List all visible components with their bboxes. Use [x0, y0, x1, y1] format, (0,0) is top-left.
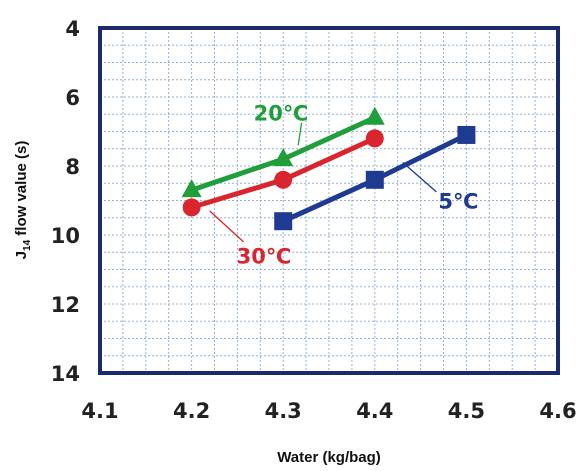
data-point-marker — [365, 170, 384, 189]
data-point-marker — [274, 170, 293, 189]
x-tick-label: 4.5 — [448, 399, 485, 423]
x-axis-ticks: 4.1 4.2 4.3 4.4 4.5 4.6 — [81, 399, 576, 423]
x-tick-label: 4.4 — [356, 399, 393, 423]
grid-lines — [100, 28, 558, 373]
series-label-leader-line — [297, 122, 303, 146]
x-axis-label: Water (kg/bag) — [277, 449, 381, 466]
x-tick-label: 4.6 — [539, 399, 576, 423]
x-tick-label: 4.1 — [81, 399, 118, 423]
data-point-marker — [273, 148, 294, 167]
x-tick-label: 4.2 — [173, 399, 210, 423]
series-1 — [182, 129, 384, 217]
y-tick-label: 8 — [65, 155, 80, 179]
y-tick-label: 4 — [65, 17, 80, 41]
series-2 — [274, 125, 476, 231]
y-tick-label: 6 — [65, 86, 80, 110]
data-point-marker — [182, 198, 201, 217]
series-label: 20℃ — [254, 102, 309, 126]
series-label-leader-line — [402, 162, 437, 193]
y-tick-label: 10 — [51, 224, 80, 248]
y-tick-label: 14 — [51, 362, 80, 386]
series-label: 5℃ — [438, 190, 478, 214]
series-layer — [181, 106, 476, 231]
y-axis-ticks: 4 6 8 10 12 14 — [51, 17, 80, 386]
data-point-marker — [181, 179, 202, 198]
data-point-marker — [457, 125, 476, 144]
series-labels: 20℃ 30℃ 5℃ — [209, 102, 478, 269]
data-point-marker — [274, 212, 293, 231]
series-0 — [181, 106, 385, 198]
y-tick-label: 12 — [51, 293, 80, 317]
y-axis-label: J14 flow value (s) — [13, 141, 33, 260]
data-point-marker — [364, 106, 385, 125]
data-point-marker — [365, 129, 384, 148]
series-label: 30℃ — [237, 245, 292, 269]
plot-area-frame — [98, 26, 560, 375]
x-tick-label: 4.3 — [265, 399, 302, 423]
series-label-leader-line — [209, 210, 245, 243]
